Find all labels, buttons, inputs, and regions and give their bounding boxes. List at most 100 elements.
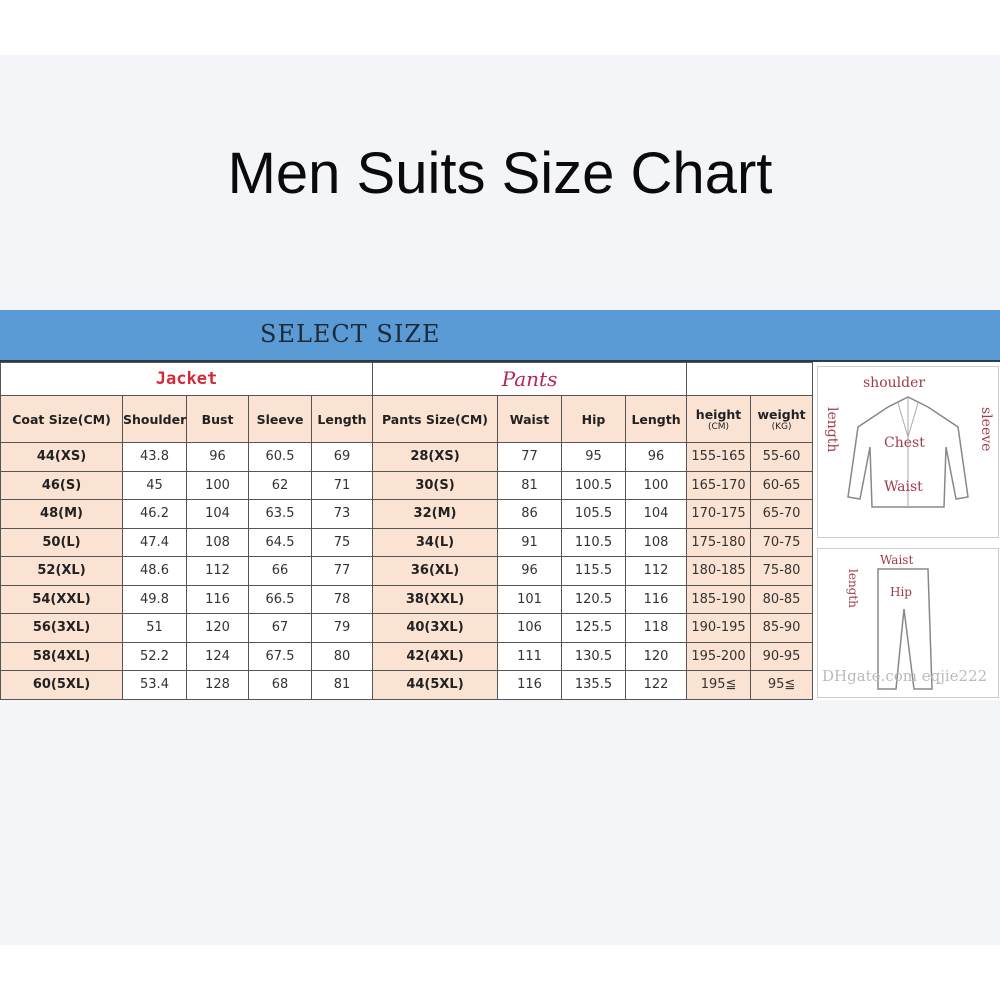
table-cell: 44(5XL) [372,670,498,700]
column-header: Coat Size(CM) [0,395,123,443]
table-cell: 85-90 [750,613,814,643]
table-row: 44(XS) 43.8 96 60.5 69 28(XS) 77 95 96 155-165 55-… [0,442,814,472]
table-cell: 116 [624,584,688,614]
table-cell: 108 [186,527,249,557]
table-cell: 45 [122,470,187,500]
table-cell: 81 [497,470,562,500]
table-cell: 77 [497,442,562,472]
table-cell: 100 [186,470,249,500]
table-cell: 180-185 [686,556,752,586]
table-cell: 190-195 [686,613,752,643]
table-cell: 90-95 [750,641,814,671]
chest-label: Chest [884,435,925,451]
shoulder-label: shoulder [863,375,926,391]
table-cell: 170-175 [686,499,752,529]
table-cell: 42(4XL) [372,641,498,671]
table-cell: 80 [311,641,373,671]
table-cell: 49.8 [122,584,187,614]
table-cell: 28(XS) [372,442,498,472]
table-cell: 112 [624,556,688,586]
table-cell: 71 [311,470,373,500]
table-cell: 110.5 [561,527,626,557]
column-header: Shoulder [122,395,187,443]
table-cell: 55-60 [750,442,814,472]
table-cell: 95≦ [750,670,814,700]
column-header: Waist [497,395,562,443]
select-size-label: SELECT SIZE [260,320,441,348]
table-cell: 40(3XL) [372,613,498,643]
table-cell: 63.5 [248,499,312,529]
table-cell: 75 [311,527,373,557]
page-title: Men Suits Size Chart [227,141,773,206]
table-cell: 66 [248,556,312,586]
table-cell: 115.5 [561,556,626,586]
table-cell: 46(S) [0,470,123,500]
table-row: 52(XL) 48.6 112 66 77 36(XL) 96 115.5 112 180-185… [0,556,814,586]
table-cell: 51 [122,613,187,643]
header-unit: (CM) [708,421,730,432]
table-cell: 95 [561,442,626,472]
table-cell: 58(4XL) [0,641,123,671]
header-label: weight [757,406,806,422]
table-cell: 86 [497,499,562,529]
jacket-section: Jacket [0,362,373,396]
column-header: Pants Size(CM) [372,395,498,443]
table-cell: 116 [497,670,562,700]
table-cell: 65-70 [750,499,814,529]
table-cell: 44(XS) [0,442,123,472]
table-cell: 135.5 [561,670,626,700]
table-cell: 52(XL) [0,556,123,586]
table-cell: 68 [248,670,312,700]
table-cell: 78 [311,584,373,614]
table-row: 54(XXL) 49.8 116 66.5 78 38(XXL) 101 120.5 116 18… [0,584,814,614]
table-cell: 195≦ [686,670,752,700]
table-cell: 120 [624,641,688,671]
table-cell: 36(XL) [372,556,498,586]
diagram-panel: shoulder length sleeve Chest Waist Waist… [812,362,1000,700]
table-cell: 101 [497,584,562,614]
table-row: 60(5XL) 53.4 128 68 81 44(5XL) 116 135.5 122 195≦… [0,670,814,700]
header-unit: (KG) [771,421,792,432]
table-row: 58(4XL) 52.2 124 67.5 80 42(4XL) 111 130.5 120 19… [0,641,814,671]
column-header: Hip [561,395,626,443]
table-cell: 195-200 [686,641,752,671]
table-cell: 48(M) [0,499,123,529]
pants-section: Pants [371,362,688,396]
table-cell: 175-180 [686,527,752,557]
table-cell: 96 [497,556,562,586]
pants-icon [877,568,933,690]
size-chart: SELECT SIZE Jacket Pants Coat Size(CM) Sh… [0,310,1000,700]
table-cell: 111 [497,641,562,671]
table-cell: 106 [497,613,562,643]
select-size-header: SELECT SIZE [0,310,1000,362]
table-cell: 108 [624,527,688,557]
sleeve-label: sleeve [978,407,994,452]
table-cell: 79 [311,613,373,643]
table-cell: 66.5 [248,584,312,614]
table-cell: 60.5 [248,442,312,472]
table-row: 56(3XL) 51 120 67 79 40(3XL) 106 125.5 118 190-19… [0,613,814,643]
table-cell: 70-75 [750,527,814,557]
table-cell: 56(3XL) [0,613,123,643]
table-cell: 38(XXL) [372,584,498,614]
jacket-icon [847,396,969,508]
table-cell: 130.5 [561,641,626,671]
column-header: Bust [186,395,249,443]
column-header: Sleeve [248,395,312,443]
table-cell: 120 [186,613,249,643]
jacket-diagram: shoulder length sleeve Chest Waist [817,366,999,538]
table-cell: 60(5XL) [0,670,123,700]
table-cell: 116 [186,584,249,614]
table-cell: 62 [248,470,312,500]
table-cell: 81 [311,670,373,700]
table-cell: 91 [497,527,562,557]
weight-header: weight (KG) [750,395,814,443]
table-cell: 50(L) [0,527,123,557]
height-header: height (CM) [686,395,752,443]
pants-waist-label: Waist [880,553,914,567]
column-header: Length [624,395,688,443]
table-cell: 52.2 [122,641,187,671]
table-cell: 69 [311,442,373,472]
table-cell: 60-65 [750,470,814,500]
table-cell: 67 [248,613,312,643]
